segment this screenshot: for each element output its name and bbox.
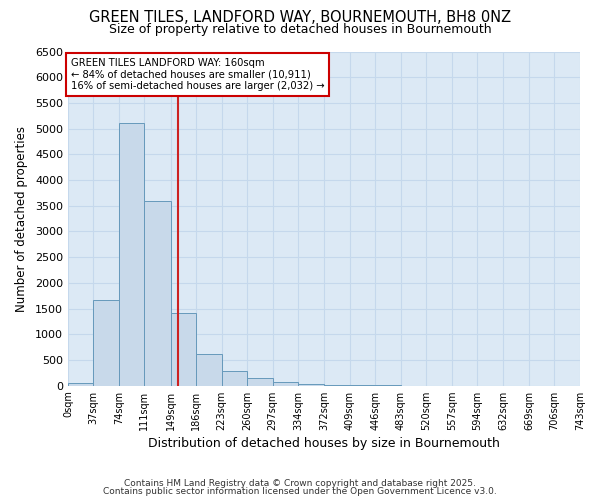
Bar (119, 124, 145, 386)
Y-axis label: Number of detached properties: Number of detached properties (15, 126, 28, 312)
Bar (247, 378, 272, 386)
Bar (196, 354, 221, 386)
Bar (350, 385, 376, 386)
Bar (145, 200, 170, 386)
Text: Contains HM Land Registry data © Crown copyright and database right 2025.: Contains HM Land Registry data © Crown c… (124, 478, 476, 488)
Bar (298, 384, 325, 386)
Bar (325, 384, 350, 386)
Bar (94, 300, 119, 386)
Bar (221, 370, 247, 386)
Text: GREEN TILES LANDFORD WAY: 160sqm
← 84% of detached houses are smaller (10,911)
1: GREEN TILES LANDFORD WAY: 160sqm ← 84% o… (71, 58, 325, 92)
Text: Size of property relative to detached houses in Bournemouth: Size of property relative to detached ho… (109, 22, 491, 36)
Text: Contains public sector information licensed under the Open Government Licence v3: Contains public sector information licen… (103, 487, 497, 496)
X-axis label: Distribution of detached houses by size in Bournemouth: Distribution of detached houses by size … (148, 437, 500, 450)
Bar (170, 312, 196, 386)
Text: GREEN TILES, LANDFORD WAY, BOURNEMOUTH, BH8 0NZ: GREEN TILES, LANDFORD WAY, BOURNEMOUTH, … (89, 10, 511, 25)
Bar (272, 382, 298, 386)
Bar (68, 382, 94, 386)
